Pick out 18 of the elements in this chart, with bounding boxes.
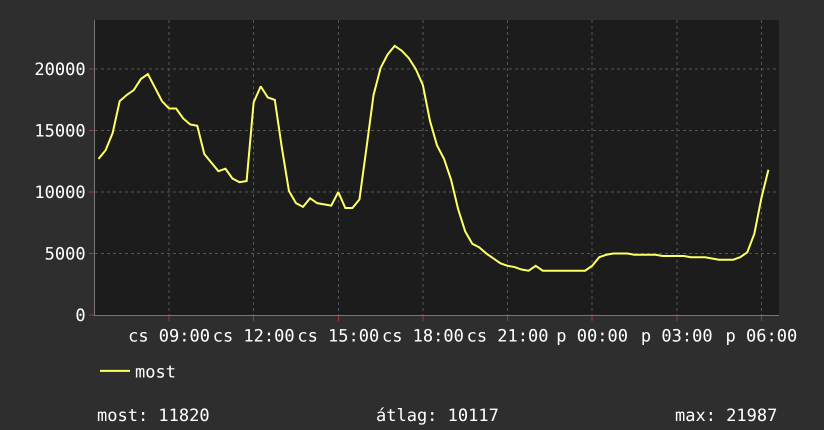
- y-tick-label: 15000: [34, 122, 86, 142]
- y-tick-label: 10000: [34, 183, 86, 204]
- y-tick-label: 20000: [34, 60, 86, 80]
- text: max: 21987: [675, 406, 778, 426]
- x-tick-label: cs 09:00: [128, 326, 210, 346]
- x-tick-label: p 03:00: [640, 326, 713, 346]
- x-tick-label: cs 12:00: [212, 326, 295, 346]
- x-tick-label: cs 21:00: [466, 326, 548, 346]
- x-tick-label: p 00:00: [556, 326, 628, 346]
- legend-label: most: [135, 362, 176, 383]
- y-tick-label: 0: [75, 306, 86, 326]
- x-tick-label: cs 15:00: [297, 326, 380, 346]
- x-tick-label: cs 18:00: [382, 326, 464, 346]
- y-tick-label: 5000: [44, 244, 86, 264]
- text: átlag: 10117: [376, 406, 499, 426]
- text: most: 11820: [97, 406, 210, 426]
- line-series: [98, 44, 770, 272]
- x-tick-label: p 06:00: [726, 326, 798, 346]
